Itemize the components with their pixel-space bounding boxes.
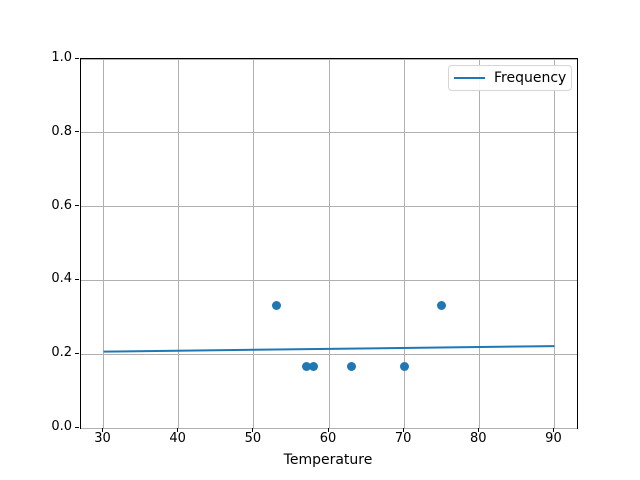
x-tick-label: 50 [244, 431, 262, 446]
x-tick-mark [477, 428, 479, 432]
x-gridline [178, 59, 180, 428]
y-tick-mark [75, 57, 79, 59]
legend-label: Frequency [494, 70, 567, 86]
x-tick-mark [327, 428, 329, 432]
y-gridline [81, 206, 577, 208]
x-tick-label: 70 [394, 431, 412, 446]
data-point [399, 361, 409, 371]
legend-line-sample [454, 77, 485, 79]
y-tick-mark [75, 278, 79, 280]
frequency-line-layer [103, 345, 555, 353]
y-gridline [81, 132, 577, 134]
data-point [309, 361, 319, 371]
y-tick-label: 1.0 [51, 50, 72, 65]
x-tick-label: 90 [545, 431, 562, 446]
y-tick-label: 0.4 [51, 271, 72, 287]
x-tick-label: 60 [319, 431, 337, 446]
y-tick-label: 0.8 [51, 123, 72, 139]
x-gridline [478, 59, 480, 428]
y-tick-label: 0.6 [51, 197, 72, 213]
y-tick-mark [75, 426, 79, 428]
x-gridline [403, 59, 405, 428]
data-point [347, 361, 357, 371]
x-tick-label: 40 [169, 431, 186, 446]
x-tick-label: 80 [470, 431, 487, 446]
y-tick-mark [75, 131, 79, 133]
y-tick-label: 0.2 [51, 345, 72, 361]
data-point [271, 300, 281, 310]
y-gridline [81, 279, 577, 281]
data-point [437, 300, 447, 310]
x-gridline [328, 59, 330, 428]
x-tick-mark [102, 428, 104, 432]
y-gridline [81, 58, 577, 60]
x-tick-mark [252, 428, 254, 432]
data-point [301, 361, 311, 371]
x-tick-mark [177, 428, 179, 432]
x-tick-mark [402, 428, 404, 432]
x-tick-mark [552, 428, 554, 432]
x-gridline [103, 59, 105, 428]
y-tick-label: 0.0 [51, 419, 72, 434]
plot-area [80, 58, 578, 429]
y-gridline [81, 427, 577, 429]
y-tick-mark [75, 205, 79, 207]
y-gridline [81, 353, 577, 355]
legend: Frequency [448, 65, 572, 91]
x-gridline [553, 59, 555, 428]
x-tick-label: 30 [94, 431, 111, 446]
x-gridline [253, 59, 255, 428]
x-axis-label: Temperature [283, 452, 373, 468]
y-tick-mark [75, 352, 79, 354]
frequency-line [103, 345, 555, 353]
